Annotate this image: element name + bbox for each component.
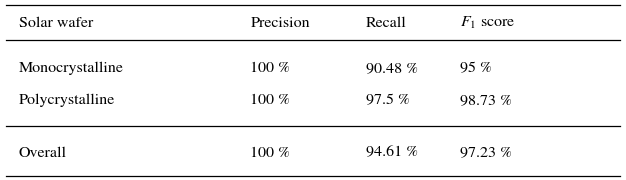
Text: Polycrystalline: Polycrystalline (19, 94, 115, 107)
Text: Overall: Overall (19, 146, 67, 160)
Text: 95 %: 95 % (460, 62, 492, 75)
Text: Recall: Recall (366, 17, 407, 30)
Text: Precision: Precision (250, 17, 310, 30)
Text: 97.23 %: 97.23 % (460, 146, 512, 160)
Text: 90.48 %: 90.48 % (366, 62, 418, 75)
Text: 100 %: 100 % (250, 94, 290, 107)
Text: $F_1$ score: $F_1$ score (460, 15, 516, 31)
Text: Solar wafer: Solar wafer (19, 17, 93, 30)
Text: Monocrystalline: Monocrystalline (19, 62, 124, 75)
Text: 100 %: 100 % (250, 146, 290, 160)
Text: 100 %: 100 % (250, 62, 290, 75)
Text: 97.5 %: 97.5 % (366, 94, 410, 107)
Text: 94.61 %: 94.61 % (366, 146, 418, 160)
Text: 98.73 %: 98.73 % (460, 94, 512, 107)
